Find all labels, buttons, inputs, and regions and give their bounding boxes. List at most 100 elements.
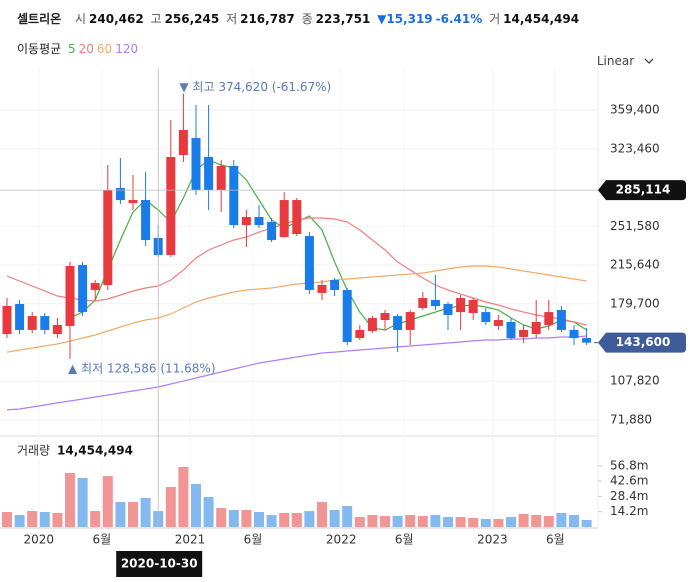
x-tick-label: 2022 bbox=[326, 533, 357, 547]
candle-body bbox=[65, 266, 75, 326]
x-tick-label: 2021 bbox=[175, 533, 206, 547]
y-tick-label: 323,460 bbox=[610, 141, 660, 155]
volume-bar bbox=[506, 516, 516, 527]
candle-body bbox=[569, 329, 579, 339]
ma-legend-entry: 60 bbox=[96, 42, 113, 56]
quote-key: 시 bbox=[75, 12, 87, 26]
volume-bar bbox=[228, 509, 239, 527]
candle-body bbox=[456, 298, 466, 313]
volume-bar bbox=[380, 516, 390, 527]
candle-body bbox=[292, 200, 302, 235]
quote-value: 240,462 bbox=[89, 12, 144, 26]
candle-body bbox=[506, 321, 516, 339]
volume-bar bbox=[493, 519, 504, 527]
candle-body bbox=[544, 312, 554, 325]
crosshair-price-tag bbox=[598, 180, 686, 201]
price-change-pct: -6.41% bbox=[435, 12, 483, 26]
price-change: ▼15,319 bbox=[377, 12, 433, 26]
candle-body bbox=[267, 222, 277, 241]
x-tick-label: 2020 bbox=[24, 533, 55, 547]
volume-bar bbox=[291, 512, 302, 527]
x-tick-label: 6월 bbox=[546, 533, 565, 547]
volume-tick-label: 56.8m bbox=[610, 458, 648, 472]
candle-body bbox=[304, 236, 314, 290]
volume-bar bbox=[342, 505, 353, 527]
volume-tick-label: 14.2m bbox=[610, 504, 648, 518]
candle-body bbox=[216, 165, 226, 191]
candle-body bbox=[531, 321, 541, 335]
candle-body bbox=[279, 200, 289, 238]
volume-bar bbox=[241, 509, 252, 527]
chevron bbox=[644, 58, 654, 64]
volume-bar bbox=[254, 512, 264, 527]
low-annotation: ▲ 최저 128,586 (11.68%) bbox=[68, 361, 216, 375]
candle-body bbox=[103, 190, 113, 285]
y-tick-label: 179,700 bbox=[610, 296, 660, 310]
ma-line bbox=[69, 159, 587, 331]
candle-body bbox=[27, 316, 37, 330]
ma-legend-entry: 5 bbox=[68, 42, 76, 56]
candle-body bbox=[493, 320, 503, 326]
volume-bar bbox=[329, 509, 340, 527]
candle-body bbox=[128, 200, 138, 204]
volume-bar bbox=[480, 519, 491, 527]
candle-body bbox=[519, 329, 529, 337]
volume-bar bbox=[367, 515, 378, 527]
candle-body bbox=[317, 284, 327, 293]
candle-body bbox=[141, 200, 151, 241]
candle-body bbox=[405, 312, 415, 330]
x-tick-label: 2023 bbox=[477, 533, 508, 547]
candle-body bbox=[15, 303, 25, 330]
volume-bar bbox=[65, 472, 75, 527]
y-tick-label: 107,820 bbox=[610, 374, 660, 388]
scale-mode: Linear bbox=[596, 54, 635, 68]
volume-bar bbox=[518, 513, 529, 527]
volume-tick-label: 28.4m bbox=[610, 489, 648, 503]
volume-bar bbox=[191, 483, 201, 527]
volume-bar bbox=[203, 497, 214, 527]
ma-legend-entry: 20 bbox=[78, 42, 94, 56]
volume-bar bbox=[543, 516, 554, 527]
ma-legend-entry: 120 bbox=[115, 42, 139, 56]
candle-body bbox=[78, 265, 88, 313]
candle-body bbox=[443, 303, 453, 315]
candle-body bbox=[191, 138, 201, 191]
candle-body bbox=[380, 313, 390, 321]
ma-line bbox=[6, 265, 587, 353]
last-price-tag bbox=[598, 332, 686, 353]
candle-body bbox=[166, 157, 176, 256]
candle-body bbox=[178, 129, 188, 155]
quote-key: 고 bbox=[150, 12, 162, 26]
scale-dropdown[interactable]: Linear bbox=[597, 54, 654, 68]
volume-bar bbox=[39, 512, 50, 527]
volume-bar bbox=[178, 466, 189, 527]
x-tick-label: 6월 bbox=[395, 533, 414, 547]
y-tick-label: 215,640 bbox=[610, 258, 660, 272]
candle-body bbox=[90, 283, 100, 290]
ma-legend: 이동평균 5 20 60 120 bbox=[17, 40, 141, 57]
volume-bar bbox=[77, 477, 88, 527]
volume-bar bbox=[430, 515, 441, 527]
volume-bar bbox=[279, 512, 290, 527]
quote-key: 저 bbox=[226, 12, 238, 26]
candle-body bbox=[330, 280, 340, 290]
quote-key: 거 bbox=[489, 12, 501, 26]
volume-bar bbox=[140, 498, 151, 527]
volume-bar bbox=[115, 501, 126, 527]
candle-body bbox=[430, 299, 440, 307]
volume-bar bbox=[392, 516, 403, 527]
volume-tick-label: 42.6m bbox=[610, 474, 648, 488]
volume-bar bbox=[443, 516, 453, 527]
volume-bar bbox=[165, 487, 176, 527]
volume-bar bbox=[52, 512, 63, 527]
candle-body bbox=[418, 298, 428, 308]
volume-bar bbox=[569, 515, 579, 527]
volume-title: 거래량 bbox=[17, 444, 50, 458]
quote-value: 223,751 bbox=[315, 12, 371, 26]
volume-bar bbox=[468, 517, 479, 527]
quote-value: 256,245 bbox=[164, 12, 220, 26]
candle-body bbox=[367, 317, 377, 332]
candle-body bbox=[342, 289, 352, 343]
